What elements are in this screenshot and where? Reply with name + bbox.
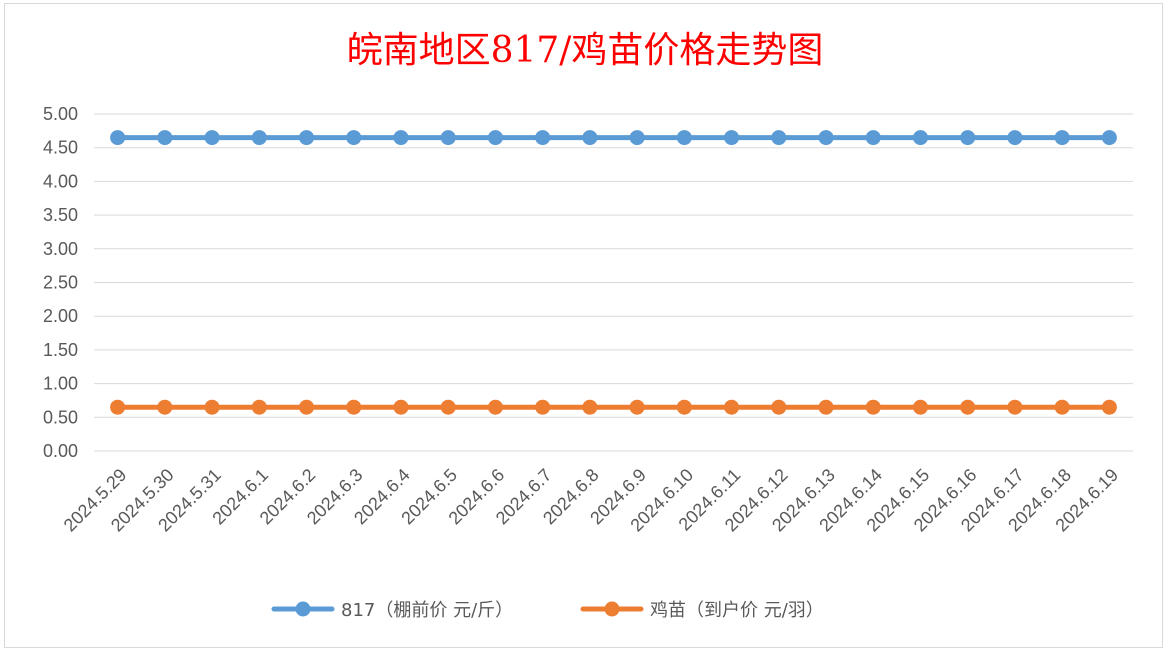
legend-item[interactable]: 鸡苗（到户价 元/羽）: [580, 600, 824, 621]
data-point: [157, 130, 173, 146]
data-point: [157, 399, 173, 415]
data-point: [912, 399, 928, 415]
chart-title: 皖南地区817/鸡苗价格走势图: [347, 30, 824, 71]
y-axis: 0.00 0.50 1.00 1.50 2.00 2.50 3.00 3.50 4.00 4.50…: [43, 104, 78, 461]
chart-area[interactable]: [4, 3, 1163, 648]
data-point: [393, 130, 409, 146]
legend-item[interactable]: 817（棚前价 元/斤）: [271, 600, 513, 621]
data-point: [1054, 130, 1070, 146]
data-point: [346, 130, 362, 146]
data-point: [346, 399, 362, 415]
legend-label: 817（棚前价 元/斤）: [341, 600, 513, 621]
data-point: [865, 399, 881, 415]
data-point: [771, 399, 787, 415]
data-point: [676, 130, 692, 146]
y-tick-label: 5.00: [43, 104, 78, 124]
data-point: [582, 399, 598, 415]
y-tick-label: 4.50: [43, 138, 78, 158]
data-point: [299, 399, 315, 415]
data-point: [1101, 399, 1117, 415]
data-point: [535, 130, 551, 146]
data-point: [251, 130, 267, 146]
legend: 817（棚前价 元/斤） 鸡苗（到户价 元/羽）: [271, 600, 824, 621]
data-point: [204, 399, 220, 415]
data-point: [299, 130, 315, 146]
data-point: [1007, 399, 1023, 415]
data-point: [535, 399, 551, 415]
data-point: [1101, 130, 1117, 146]
legend-label: 鸡苗（到户价 元/羽）: [650, 600, 824, 621]
y-tick-label: 1.00: [43, 374, 78, 394]
y-tick-label: 2.50: [43, 273, 78, 293]
data-point: [724, 130, 740, 146]
data-point: [676, 399, 692, 415]
data-point: [251, 399, 267, 415]
data-point: [487, 130, 503, 146]
data-point: [912, 130, 928, 146]
data-point: [771, 130, 787, 146]
y-tick-label: 1.50: [43, 340, 78, 360]
legend-point-marker: [295, 601, 311, 617]
data-point: [724, 399, 740, 415]
y-tick-label: 2.00: [43, 306, 78, 326]
data-point: [582, 130, 598, 146]
data-point: [440, 130, 456, 146]
y-tick-label: 3.00: [43, 239, 78, 259]
data-point: [960, 399, 976, 415]
data-point: [204, 130, 220, 146]
data-point: [1007, 130, 1023, 146]
data-point: [440, 399, 456, 415]
y-tick-label: 4.00: [43, 171, 78, 191]
y-tick-label: 3.50: [43, 205, 78, 225]
data-point: [110, 130, 126, 146]
data-point: [110, 399, 126, 415]
data-point: [629, 130, 645, 146]
data-point: [393, 399, 409, 415]
data-point: [818, 130, 834, 146]
data-point: [818, 399, 834, 415]
data-point: [629, 399, 645, 415]
data-point: [960, 130, 976, 146]
legend-point-marker: [604, 601, 620, 617]
data-point: [865, 130, 881, 146]
series-group: [110, 130, 1117, 415]
y-tick-label: 0.50: [43, 407, 78, 427]
gridlines: [94, 113, 1133, 452]
data-point: [487, 399, 503, 415]
data-point: [1054, 399, 1070, 415]
y-tick-label: 0.00: [43, 441, 78, 461]
x-axis: 2024.5.292024.5.302024.5.312024.6.12024.…: [60, 465, 1123, 536]
